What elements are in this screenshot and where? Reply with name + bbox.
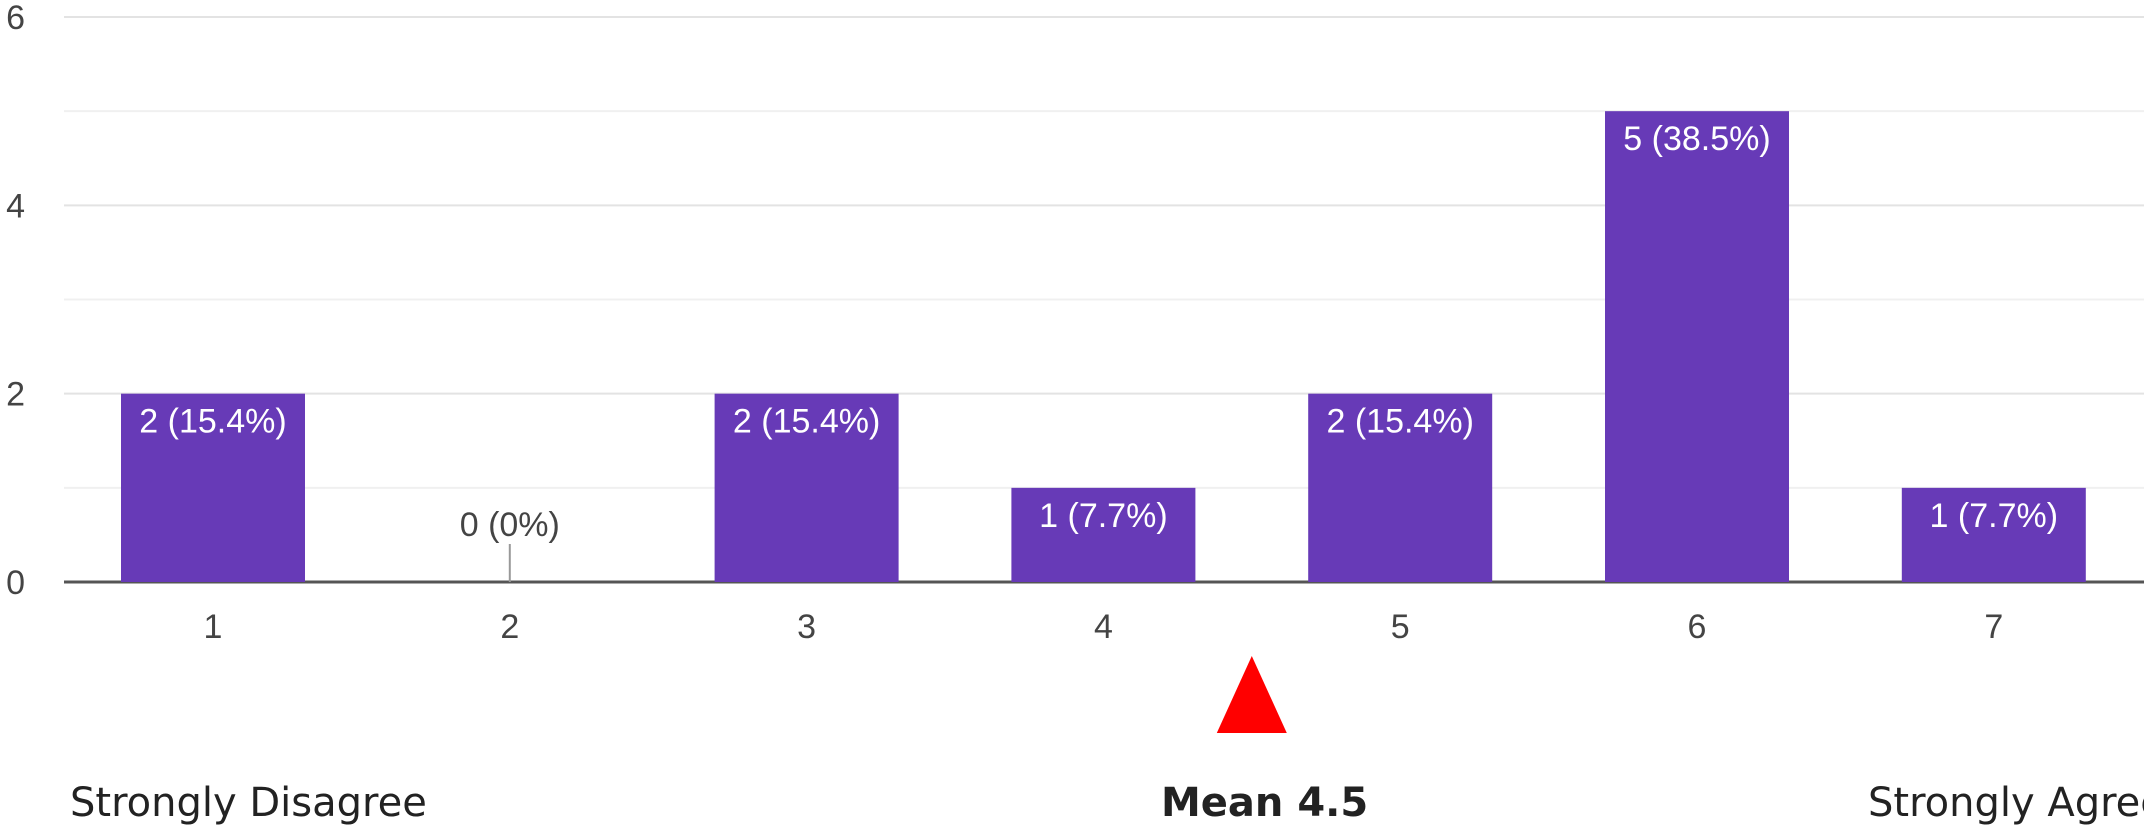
y-tick-label: 2 bbox=[6, 376, 25, 414]
x-tick-label: 6 bbox=[1688, 608, 1707, 646]
x-tick-label: 7 bbox=[1984, 608, 2003, 646]
caption-strongly-disagree: Strongly Disagree bbox=[70, 780, 427, 826]
x-tick-label: 1 bbox=[204, 608, 223, 646]
x-tick-label: 2 bbox=[500, 608, 519, 646]
data-label: 0 (0%) bbox=[460, 506, 560, 544]
data-label: 2 (15.4%) bbox=[139, 403, 286, 441]
bar bbox=[1901, 487, 2086, 582]
y-axis-ticks: 0 2 4 6 bbox=[6, 0, 25, 602]
bar bbox=[1308, 393, 1493, 582]
data-label: 2 (15.4%) bbox=[733, 403, 880, 441]
x-tick-label: 4 bbox=[1094, 608, 1113, 646]
x-tick-label: 3 bbox=[797, 608, 816, 646]
y-tick-label: 4 bbox=[6, 187, 25, 225]
grid-lines bbox=[64, 16, 2144, 489]
y-tick-label: 6 bbox=[6, 0, 25, 37]
data-label: 1 (7.7%) bbox=[1039, 497, 1168, 535]
y-tick-label: 0 bbox=[6, 564, 25, 602]
caption-strongly-agree: Strongly Agree bbox=[1868, 780, 2144, 826]
data-label: 2 (15.4%) bbox=[1326, 403, 1473, 441]
bar bbox=[1011, 487, 1196, 582]
bar bbox=[1605, 111, 1789, 583]
mean-marker-triangle-icon bbox=[1216, 656, 1287, 733]
caption-mean: Mean 4.5 bbox=[1161, 780, 1369, 826]
bar bbox=[121, 393, 305, 582]
data-label: 5 (38.5%) bbox=[1623, 120, 1770, 158]
x-axis-ticks: 1 2 3 4 5 6 7 bbox=[204, 608, 2004, 646]
x-tick-label: 5 bbox=[1391, 608, 1410, 646]
bar bbox=[714, 393, 899, 582]
bars: 2 (15.4%) 0 (0%) 2 (15.4%) 1 (7.7%) 2 (15.4%… bbox=[121, 111, 2086, 583]
data-label: 1 (7.7%) bbox=[1930, 497, 2059, 535]
